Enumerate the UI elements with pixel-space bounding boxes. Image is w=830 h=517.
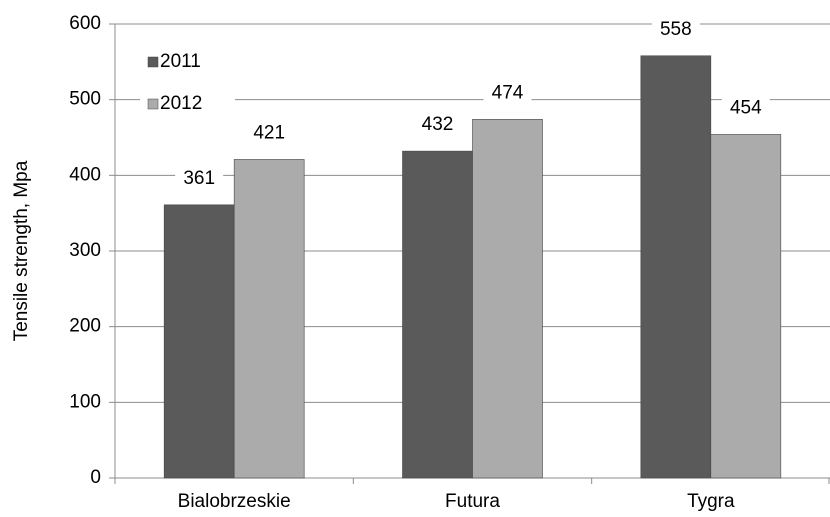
legend-swatch [147, 56, 159, 68]
data-label: 474 [492, 82, 524, 103]
bar [472, 119, 543, 479]
bar [233, 159, 305, 479]
y-tick-label: 200 [69, 316, 101, 337]
legend-label: 2012 [160, 93, 202, 114]
data-label: 421 [253, 122, 285, 143]
y-tick-label: 0 [90, 467, 101, 488]
bar [640, 55, 712, 479]
data-label: 361 [183, 168, 215, 189]
x-tick-label: Tygra [687, 491, 735, 512]
y-tick-label: 500 [69, 89, 101, 110]
y-tick-label: 400 [69, 164, 101, 185]
x-tick-label: Futura [445, 491, 500, 512]
legend-swatch [147, 98, 159, 110]
data-label-bg [175, 165, 224, 192]
y-tick-label: 100 [69, 391, 101, 412]
y-tick-label: 300 [69, 240, 101, 261]
data-label-bg [721, 95, 770, 122]
data-label-bg [483, 80, 532, 107]
bar [163, 204, 235, 479]
data-label: 558 [660, 19, 692, 40]
y-axis-label: Tensile strength, Mpa [11, 160, 32, 341]
data-label: 454 [730, 97, 762, 118]
data-label-bg [413, 112, 462, 139]
x-tick-label: Bialobrzeskie [178, 491, 291, 512]
data-label-bg [651, 16, 700, 43]
y-tick-label: 600 [69, 13, 101, 34]
bar [710, 134, 782, 479]
bar [402, 150, 473, 479]
data-label: 432 [422, 114, 454, 135]
data-label-bg [245, 120, 294, 147]
legend-label: 2011 [160, 51, 201, 72]
